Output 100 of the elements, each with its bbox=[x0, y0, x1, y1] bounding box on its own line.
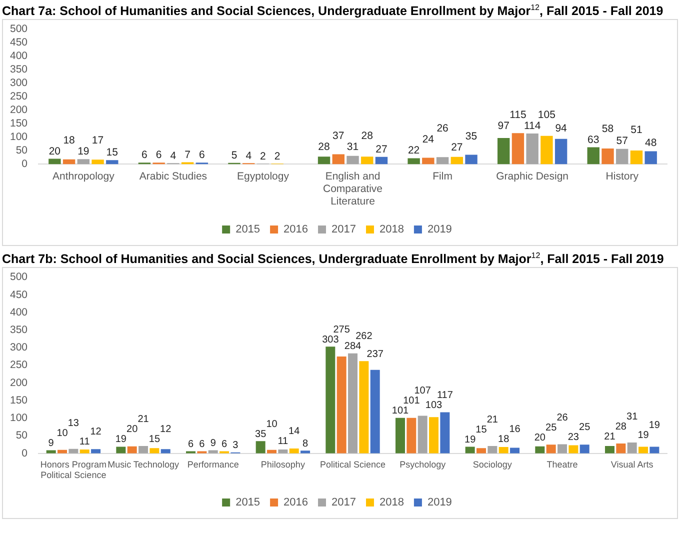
data-label: 20 bbox=[48, 146, 61, 158]
data-label: 12 bbox=[160, 424, 172, 436]
bar bbox=[580, 444, 590, 454]
bar bbox=[289, 448, 299, 454]
data-label: 23 bbox=[568, 432, 580, 444]
data-label: 19 bbox=[638, 430, 650, 442]
data-label: 9 bbox=[210, 438, 216, 450]
bar bbox=[138, 446, 148, 454]
x-tick-label: Theatre bbox=[546, 460, 578, 470]
data-label: 14 bbox=[288, 426, 300, 438]
data-label: 22 bbox=[408, 144, 420, 157]
bar bbox=[348, 354, 358, 454]
bar bbox=[77, 159, 90, 164]
data-label: 6 bbox=[221, 439, 228, 450]
bar bbox=[465, 154, 478, 164]
y-tick-label: 350 bbox=[10, 64, 28, 76]
bar bbox=[318, 156, 330, 164]
data-label: 26 bbox=[556, 412, 568, 424]
data-label: 15 bbox=[106, 146, 118, 158]
data-label: 11 bbox=[278, 436, 289, 448]
bar bbox=[644, 151, 657, 164]
data-label: 115 bbox=[510, 108, 526, 121]
data-label: 94 bbox=[555, 122, 568, 135]
x-tick-label: Performance bbox=[187, 460, 239, 470]
data-label: 28 bbox=[615, 422, 627, 433]
bar bbox=[395, 418, 405, 454]
bar bbox=[616, 444, 626, 454]
data-label: 3 bbox=[232, 440, 239, 452]
data-label: 97 bbox=[498, 120, 510, 132]
data-label: 16 bbox=[509, 424, 521, 436]
data-label: 4 bbox=[246, 150, 252, 162]
bar bbox=[488, 446, 498, 454]
x-tick-label: Anthropology bbox=[52, 170, 116, 183]
data-label: 6 bbox=[156, 149, 162, 162]
y-tick-label: 0 bbox=[22, 448, 28, 460]
data-label: 27 bbox=[376, 143, 388, 156]
data-label: 105 bbox=[538, 108, 556, 121]
data-label: 2 bbox=[274, 150, 280, 162]
bar bbox=[535, 446, 545, 454]
y-tick-label: 250 bbox=[10, 90, 28, 103]
bar bbox=[498, 447, 508, 454]
data-label: 4 bbox=[170, 150, 176, 162]
data-label: 275 bbox=[333, 324, 350, 336]
bar bbox=[361, 156, 374, 164]
data-label: 114 bbox=[524, 120, 541, 132]
bar bbox=[540, 136, 553, 164]
data-label: 6 bbox=[142, 149, 148, 162]
data-label: 13 bbox=[68, 418, 80, 430]
bar bbox=[526, 134, 538, 164]
bar bbox=[546, 444, 556, 454]
bar bbox=[440, 412, 450, 454]
bar bbox=[650, 447, 660, 454]
legend-label: 2015 bbox=[236, 224, 260, 236]
data-label: 9 bbox=[48, 438, 54, 450]
y-tick-label: 0 bbox=[22, 158, 28, 170]
bar bbox=[359, 361, 369, 454]
y-tick-label: 450 bbox=[10, 36, 28, 49]
data-label: 303 bbox=[322, 334, 340, 346]
chart-title: Chart 7b: School of Humanities and Social Sciences, Undergraduate Enrollment by Major$^{12}$, Fall 2015 - Fall 2019 bbox=[1, 250, 665, 268]
bar bbox=[336, 356, 346, 454]
data-label: 51 bbox=[630, 124, 642, 136]
data-label: 18 bbox=[498, 434, 510, 446]
bar bbox=[418, 416, 428, 454]
data-label: 63 bbox=[588, 134, 600, 146]
bar bbox=[587, 147, 600, 164]
bar bbox=[116, 447, 126, 454]
legend-label: 2016 bbox=[284, 496, 308, 509]
bar bbox=[406, 418, 416, 454]
bar bbox=[465, 447, 475, 454]
data-label: 10 bbox=[266, 419, 278, 430]
y-tick-label: 250 bbox=[10, 360, 28, 372]
data-label: 28 bbox=[318, 141, 330, 154]
data-label: 31 bbox=[626, 412, 638, 423]
data-label: 20 bbox=[126, 424, 138, 436]
bar bbox=[568, 446, 578, 454]
y-tick-label: 100 bbox=[10, 412, 28, 424]
data-label: 6 bbox=[199, 439, 206, 450]
legend-label: 2017 bbox=[332, 224, 356, 236]
x-tick-label: Music Technology bbox=[108, 460, 180, 470]
data-label: 5 bbox=[231, 150, 238, 162]
bar bbox=[429, 417, 439, 454]
data-label: 101 bbox=[403, 396, 420, 407]
bar bbox=[160, 449, 170, 454]
data-label: 15 bbox=[476, 424, 488, 436]
y-tick-label: 150 bbox=[10, 118, 28, 130]
data-label: 10 bbox=[56, 428, 68, 440]
y-tick-label: 50 bbox=[16, 430, 28, 442]
y-tick-label: 350 bbox=[10, 324, 28, 336]
x-tick-label: History bbox=[606, 170, 640, 183]
bar bbox=[278, 450, 288, 454]
data-label: 17 bbox=[92, 134, 104, 147]
data-label: 284 bbox=[344, 341, 362, 352]
bar bbox=[326, 346, 336, 454]
data-label: 101 bbox=[392, 406, 410, 417]
data-label: 19 bbox=[648, 420, 660, 432]
bar bbox=[375, 157, 388, 164]
bar bbox=[604, 446, 614, 454]
data-label: 18 bbox=[63, 134, 76, 147]
data-label: 57 bbox=[616, 135, 628, 148]
y-tick-label: 450 bbox=[10, 289, 28, 302]
